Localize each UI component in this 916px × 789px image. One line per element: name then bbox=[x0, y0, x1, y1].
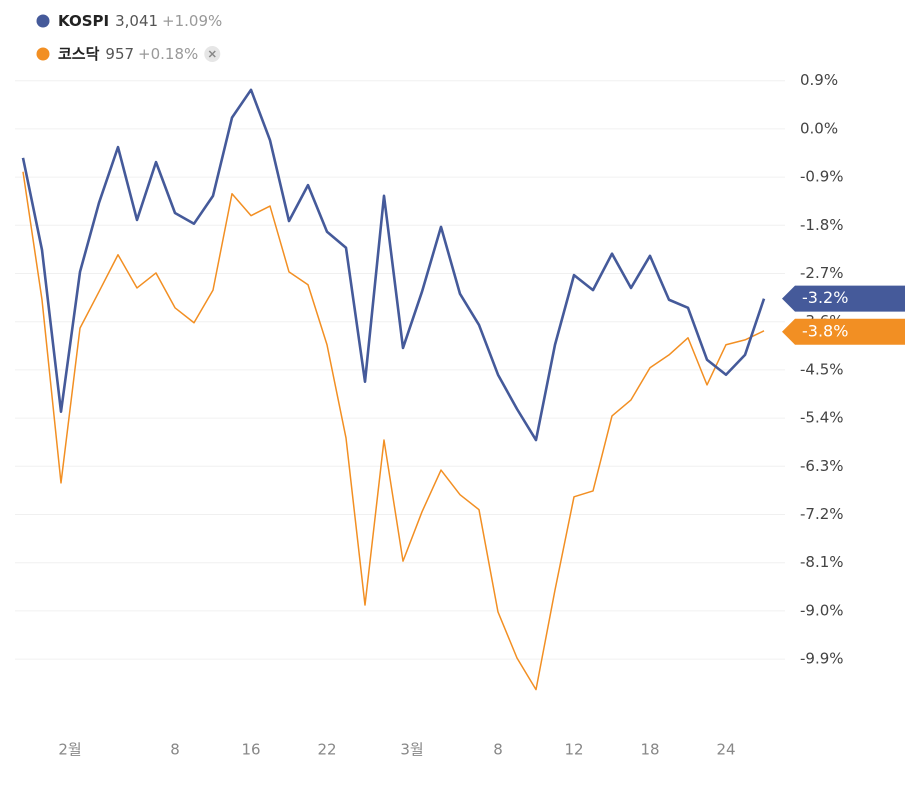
series-line bbox=[21, 88, 766, 442]
x-tick-label: 3월 bbox=[400, 741, 423, 759]
y-tick-label: -8.1% bbox=[800, 553, 844, 571]
y-tick-label: -1.8% bbox=[800, 216, 844, 234]
y-tick-label: -7.2% bbox=[800, 505, 844, 523]
legend-price: 3,041 bbox=[115, 12, 158, 30]
y-tick-label: -9.0% bbox=[800, 601, 844, 619]
x-tick-label: 24 bbox=[716, 741, 735, 759]
x-tick-label: 18 bbox=[640, 741, 659, 759]
x-tick-label: 16 bbox=[241, 741, 260, 759]
y-tick-label: -5.4% bbox=[800, 409, 844, 427]
end-label-box bbox=[782, 285, 905, 312]
y-tick-label: 0.0% bbox=[800, 119, 838, 137]
y-tick-label: -4.5% bbox=[800, 360, 844, 378]
legend-change: +1.09% bbox=[162, 12, 222, 30]
y-tick-label: 0.9% bbox=[800, 71, 838, 89]
y-tick-label: -2.7% bbox=[800, 264, 844, 282]
x-tick-label: 12 bbox=[564, 741, 583, 759]
x-tick-label: 22 bbox=[317, 741, 336, 759]
x-tick-label: 8 bbox=[170, 741, 180, 759]
legend-name: 코스닥 bbox=[58, 45, 100, 63]
end-label: -3.2% bbox=[802, 288, 848, 307]
legend-entry: KOSPI 3,041 +1.09% bbox=[58, 12, 222, 30]
y-tick-label: -0.9% bbox=[800, 168, 844, 186]
y-tick-label: -9.9% bbox=[800, 650, 844, 668]
x-tick-label: 2월 bbox=[58, 741, 81, 759]
legend-price: 957 bbox=[105, 45, 134, 63]
series-line bbox=[22, 171, 765, 691]
close-icon bbox=[208, 50, 216, 58]
y-tick-label: -6.3% bbox=[800, 457, 844, 475]
legend-entry: 코스닥 957 +0.18% bbox=[58, 45, 198, 63]
end-label-box bbox=[782, 318, 905, 345]
x-tick-label: 8 bbox=[493, 741, 503, 759]
legend-marker bbox=[36, 47, 50, 61]
legend-name: KOSPI bbox=[58, 12, 109, 30]
end-label: -3.8% bbox=[802, 321, 848, 340]
legend-change: +0.18% bbox=[138, 45, 198, 63]
legend-marker bbox=[36, 14, 50, 28]
